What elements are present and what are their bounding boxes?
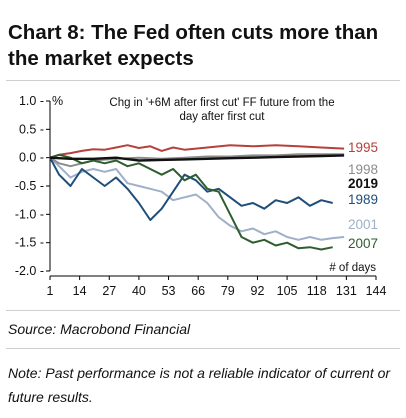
series-label-1995: 1995 <box>348 140 378 155</box>
y-tick-label: -1.5 - <box>15 236 44 250</box>
chart-labels: Chg in '+6M after first cut' FF future f… <box>109 97 378 251</box>
series-line-2001 <box>49 156 345 241</box>
top-divider <box>6 80 400 81</box>
x-tick-label: 14 <box>73 284 87 298</box>
x-tick-label: 105 <box>277 284 298 298</box>
x-tick-label: 40 <box>132 284 146 298</box>
x-tick-label: 66 <box>191 284 205 298</box>
chart-series <box>49 144 345 251</box>
y-tick-label: 0.0 - <box>19 151 44 165</box>
source-note: Source: Macrobond Financial <box>8 321 191 337</box>
series-label-1998: 1998 <box>348 162 378 177</box>
x-tick-label: 1 <box>47 284 54 298</box>
y-axis-unit: % <box>52 94 63 108</box>
disclaimer-note: Note: Past performance is not a reliable… <box>8 365 391 405</box>
y-tick-label: -0.5 - <box>15 179 44 193</box>
series-line-2019 <box>49 154 345 162</box>
series-label-2007: 2007 <box>348 236 378 251</box>
x-tick-label: 131 <box>336 284 357 298</box>
x-tick-label: 144 <box>366 284 387 298</box>
series-line-1998 <box>49 153 345 168</box>
chart-annotation-line-2: day after first cut <box>179 111 265 123</box>
x-tick-label: 92 <box>251 284 265 298</box>
chart-annotation-line-1: Chg in '+6M after first cut' FF future f… <box>109 97 334 109</box>
x-tick-label: 27 <box>102 284 116 298</box>
y-tick-label: -1.0 - <box>15 207 44 221</box>
series-label-2019: 2019 <box>348 176 378 191</box>
series-line-1995 <box>49 144 345 159</box>
x-axis-label: # of days <box>329 262 376 274</box>
line-chart: 1.0 - 0.5 - 0.0 - -0.5 - -1.0 - -1.5 - -2.0 -%… <box>15 94 387 298</box>
series-line-2007 <box>49 153 333 251</box>
y-tick-label: -2.0 - <box>15 264 44 278</box>
chart-axes: 1.0 - 0.5 - 0.0 - -0.5 - -1.0 - -1.5 - -2.0 -%… <box>15 94 387 298</box>
lower-divider <box>6 348 400 349</box>
x-tick-label: 118 <box>307 284 327 298</box>
mid-divider <box>6 310 400 311</box>
chart-title: Chart 8: The Fed often cuts more than th… <box>8 21 379 70</box>
series-line-1989 <box>49 157 333 221</box>
y-tick-label: 1.0 - <box>19 94 44 108</box>
y-tick-label: 0.5 - <box>19 122 44 136</box>
series-label-2001: 2001 <box>348 217 378 232</box>
series-label-1989: 1989 <box>348 192 378 207</box>
x-tick-label: 53 <box>162 284 176 298</box>
x-tick-label: 79 <box>221 284 235 298</box>
